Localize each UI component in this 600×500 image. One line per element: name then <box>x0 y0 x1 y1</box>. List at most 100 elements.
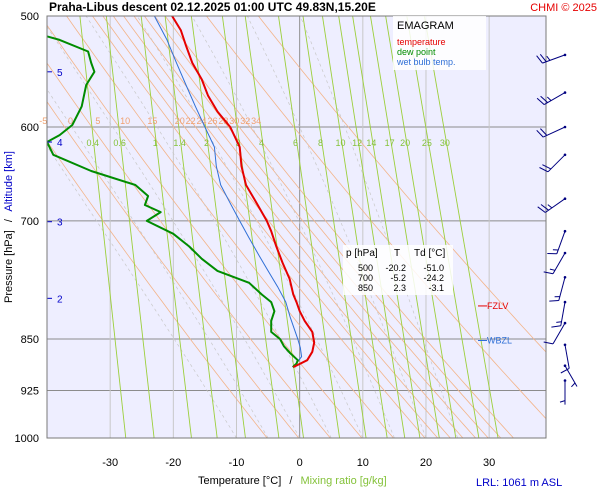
series-temperature <box>171 16 316 368</box>
mixing-ratio-label: 8 <box>318 138 323 148</box>
wind-barb <box>537 197 567 213</box>
mixing-ratio-line <box>370 16 440 438</box>
wind-barb-base <box>563 153 567 157</box>
pressure-tick-label: 600 <box>21 122 39 134</box>
x-axis-title: Temperature [°C] / Mixing ratio [g/kg] <box>198 475 387 487</box>
table-cell: -24.2 <box>423 273 444 283</box>
wind-barb-feather <box>540 128 548 136</box>
wind-barb-feather <box>551 325 561 328</box>
y-axis-title: Pressure [hPa] / Altitude [km] <box>3 151 15 303</box>
mixing-ratio-line <box>105 16 155 438</box>
wind-barb <box>536 125 567 138</box>
mixing-ratio-label: 12 <box>352 138 362 148</box>
dry-adiabat-label: 24 <box>197 116 207 126</box>
table-cell: 500 <box>358 263 373 273</box>
wind-barb-base <box>563 197 567 200</box>
table-cell: 700 <box>358 273 373 283</box>
wind-barb-staff <box>552 322 566 345</box>
wind-barb-feather <box>536 55 543 64</box>
lrl-text: LRL: 1061 m ASL <box>476 477 562 489</box>
wind-barb-feather <box>542 164 552 170</box>
temperature-tick-label: 10 <box>357 457 369 469</box>
mixing-ratio-label: 0.4 <box>86 138 99 148</box>
wind-barb-feather <box>549 300 559 302</box>
level-table: p [hPa] T Td [°C] 500 -20.2 -51.0 700 -5… <box>343 245 453 295</box>
mixing-ratio-line <box>385 16 457 438</box>
altitude-tick-label: 4 <box>57 138 63 149</box>
wind-barb <box>551 300 567 328</box>
legend-frame <box>393 16 486 70</box>
plot-frame <box>46 15 547 439</box>
dry-adiabat-label: 0 <box>68 116 73 126</box>
wind-barbs <box>536 53 578 405</box>
wind-barb-feather <box>540 95 549 103</box>
wind-barb <box>543 251 567 275</box>
mixing-ratio-line <box>278 16 340 438</box>
wind-barb-base <box>563 229 567 233</box>
dry-adiabat-label: 34 <box>251 116 261 126</box>
wind-barb-base <box>563 300 567 304</box>
moist-adiabat <box>47 88 269 438</box>
mixing-ratio-label: 0.6 <box>113 138 126 148</box>
mixing-ratio-line <box>140 16 192 438</box>
dry-adiabat-label: 20 <box>175 116 185 126</box>
temperature-tick-label: 0 <box>297 457 303 469</box>
wind-barb-feather <box>543 271 554 275</box>
mixing-ratio-label: 4 <box>259 138 264 148</box>
table-header-td: Td [°C] <box>414 248 445 259</box>
dry-adiabat-label: 32 <box>240 116 250 126</box>
dry-adiabat-label: 15 <box>147 116 157 126</box>
altitude-tick-label: 3 <box>57 218 63 229</box>
mixing-ratio-line <box>338 16 406 438</box>
wind-barb-half-feather <box>547 204 553 209</box>
fzlv-label: FZLV <box>487 301 508 311</box>
dry-adiabat-label: 30 <box>229 116 239 126</box>
moist-adiabat <box>247 16 427 438</box>
wind-barb-half-feather <box>546 55 551 61</box>
legend-title: EMAGRAM <box>397 20 454 32</box>
mixing-ratio-label: 6 <box>293 138 298 148</box>
mixing-ratio-line <box>79 16 127 438</box>
mixing-ratio-label: 2 <box>204 138 209 148</box>
wind-barb <box>549 276 567 302</box>
legend-temperature: temperature <box>397 37 446 47</box>
x-axis-temperature-label: Temperature [°C] <box>198 475 281 487</box>
y-axis-pressure-label: Pressure [hPa] <box>3 230 15 303</box>
profile-curves <box>47 16 316 368</box>
moist-adiabat <box>47 145 237 438</box>
dry-adiabat-label: 5 <box>95 116 100 126</box>
moist-adiabat <box>191 16 395 438</box>
dry-adiabat <box>123 16 464 438</box>
table-header-p: p [hPa] <box>346 248 378 259</box>
wind-barb <box>563 364 578 388</box>
dry-adiabat-label: 22 <box>186 116 196 126</box>
wind-barb-base <box>563 379 567 382</box>
dry-adiabat <box>102 16 439 438</box>
wind-barb <box>543 321 567 345</box>
legend-wet-bulb: wet bulb temp. <box>396 57 456 67</box>
wind-barb <box>559 379 567 405</box>
altitude-tick-label: 2 <box>57 294 63 305</box>
wind-barb-base <box>563 276 567 279</box>
pressure-tick-label: 850 <box>21 334 39 346</box>
mixing-ratio-label: 1 <box>153 138 158 148</box>
series-wet-bulb-temp <box>153 16 303 368</box>
table-cell: -5.2 <box>390 273 406 283</box>
temperature-tick-label: 30 <box>483 457 495 469</box>
table-cell: -51.0 <box>423 263 444 273</box>
wind-barb-base <box>563 364 567 367</box>
wind-barb <box>539 153 567 173</box>
x-axis-separator: / <box>289 475 293 487</box>
chart-title: Praha-Libus descent 02.12.2025 01:00 UTC… <box>49 0 376 14</box>
table-frame <box>343 245 453 295</box>
table-cell: 2.3 <box>393 283 406 293</box>
mixing-ratio-line <box>423 16 499 438</box>
dry-adiabat-label: -5 <box>39 116 47 126</box>
mixing-ratio-label: 20 <box>400 138 410 148</box>
wind-barb-feather <box>539 167 549 173</box>
pressure-tick-label: 925 <box>21 386 39 398</box>
series-dew-point <box>47 35 299 368</box>
wind-barb-base <box>563 91 567 94</box>
